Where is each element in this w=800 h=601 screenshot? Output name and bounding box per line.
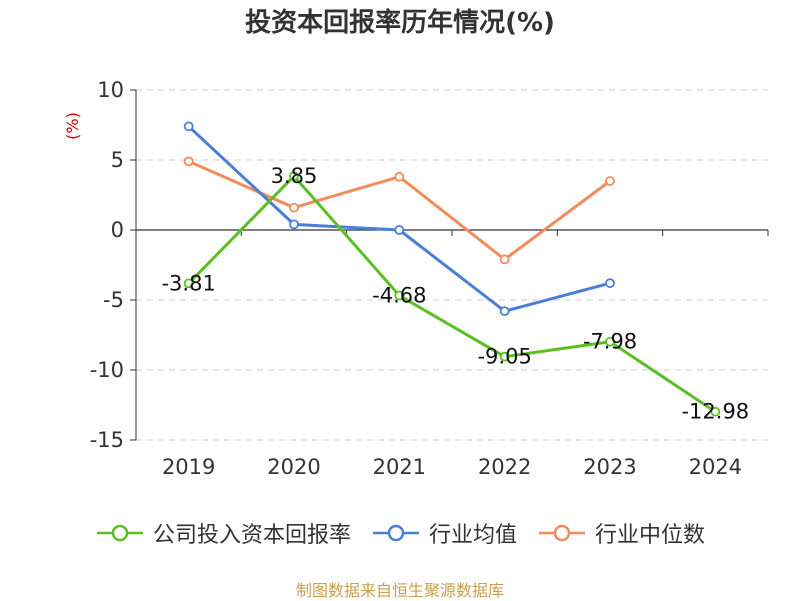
y-tick-label: 10 (97, 78, 124, 102)
data-label-company: 3.85 (271, 164, 318, 188)
legend-item-company[interactable]: 公司投入资本回报率 (95, 517, 351, 549)
x-tick-label: 2020 (267, 455, 320, 479)
legend-marker-company (96, 524, 143, 542)
data-label-company: -4.68 (372, 284, 426, 308)
legend-label-industry-median: 行业中位数 (595, 523, 706, 548)
point-company (710, 406, 721, 417)
point-industry-avg (183, 121, 194, 132)
y-tick-label: 5 (111, 148, 124, 172)
data-label-company: -3.81 (161, 271, 215, 295)
point-industry-avg (605, 278, 615, 289)
point-industry-median (394, 171, 405, 182)
data-label-company: -7.98 (583, 330, 637, 354)
legend-item-industry-avg[interactable]: 行业均值 (371, 517, 517, 549)
point-company (499, 351, 510, 362)
point-industry-median (183, 156, 194, 167)
x-tick-label: 2024 (689, 455, 742, 479)
legend: 公司投入资本回报率 行业均值 行业中位数 (0, 517, 800, 549)
x-tick-label: 2022 (478, 455, 531, 479)
x-tick-label: 2023 (583, 455, 636, 479)
point-industry-avg (289, 219, 299, 230)
series-line-company (187, 174, 717, 413)
legend-circle-industry-median (553, 524, 571, 542)
legend-label-industry-avg: 行业均值 (428, 523, 517, 548)
point-industry-median (499, 254, 510, 265)
axis-layer: 10 5 0 -5 -10 -15 2019 2020 2021 2022 2023 2024 (%) (63, 78, 769, 479)
y-tick-label: 0 (111, 218, 124, 242)
point-company (183, 278, 194, 289)
y-tick-label: -10 (90, 358, 124, 382)
point-industry-avg (394, 225, 405, 235)
source-note: 制图数据来自恒生聚源数据库 (295, 581, 504, 600)
legend-circle-company (111, 524, 129, 542)
x-tick-label: 2019 (162, 455, 215, 479)
data-label-company: -9.05 (477, 345, 531, 369)
y-tick-label: -15 (90, 428, 124, 452)
chart-title: 投资本回报率历年情况(%) (245, 8, 555, 38)
grid-layer (136, 89, 768, 441)
legend-item-industry-median[interactable]: 行业中位数 (537, 517, 705, 549)
x-tick-label: 2021 (373, 455, 426, 479)
point-company (289, 171, 299, 182)
data-label-company: -12.98 (681, 400, 749, 424)
series-layer (183, 121, 721, 417)
point-industry-median (605, 176, 615, 186)
legend-marker-industry-avg (372, 524, 419, 542)
point-company (394, 290, 405, 301)
legend-circle-industry-avg (387, 524, 405, 542)
data-label-layer: -3.81 3.85 -4.68 -9.05 -7.98 -12.98 (161, 164, 749, 424)
point-industry-avg (499, 306, 510, 317)
legend-label-company: 公司投入资本回报率 (152, 523, 351, 548)
legend-marker-industry-median (539, 524, 585, 542)
y-axis-label: (%) (63, 112, 82, 140)
point-company (605, 336, 615, 347)
y-tick-label: -5 (103, 288, 124, 312)
point-industry-median (289, 202, 299, 213)
